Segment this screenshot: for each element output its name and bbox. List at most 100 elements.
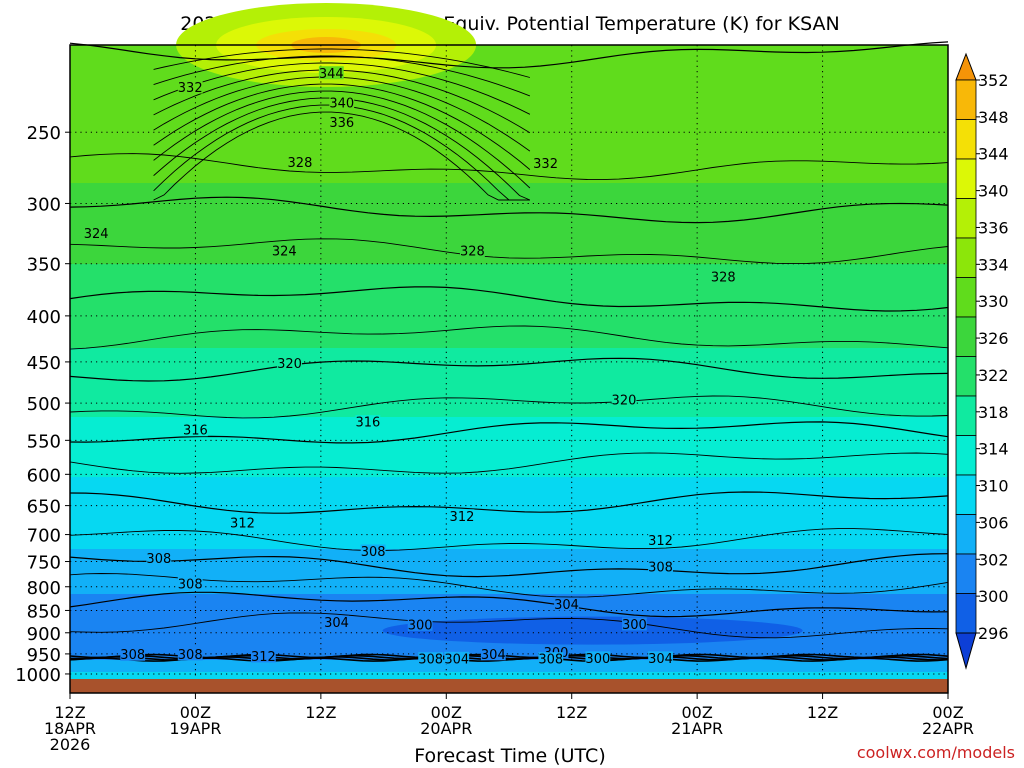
- theta-band: [70, 339, 948, 343]
- theta-band: [70, 354, 948, 358]
- contour-label-text: 320: [612, 393, 637, 408]
- theta-band: [70, 165, 948, 169]
- contour-label-bg: [460, 244, 485, 258]
- contour-label: 308: [538, 652, 563, 668]
- theta-band: [70, 144, 948, 148]
- contour-label-bg: [250, 649, 276, 663]
- contour-label: 304: [481, 647, 506, 663]
- contour-label-text: 340: [329, 97, 354, 112]
- contour-label: 304: [554, 597, 579, 613]
- colorbar-bottom-arrow: [955, 632, 977, 670]
- colorbar-segment: [955, 435, 977, 476]
- theta-band: [70, 663, 948, 667]
- colorbar-label: 340: [978, 182, 1009, 201]
- theta-band: [70, 393, 948, 397]
- theta-band: [70, 210, 948, 214]
- x-tick-label: 00Z: [180, 703, 211, 722]
- contour-label: 304: [648, 651, 673, 667]
- theta-band: [70, 408, 948, 412]
- theta-band: [70, 54, 948, 58]
- contour-328: [69, 196, 949, 224]
- contour-label: 308: [418, 652, 443, 668]
- contour-label-bg: [287, 155, 313, 169]
- colorbar-label: 306: [978, 513, 1009, 532]
- theta-band: [70, 180, 948, 184]
- theta-band: [70, 279, 948, 283]
- colorbar-segment: [955, 474, 977, 515]
- contour-label: 304: [444, 651, 469, 667]
- contour-320: [69, 357, 949, 382]
- theta-band: [70, 447, 948, 451]
- x-tick-label: 00Z: [431, 703, 462, 722]
- theta-band: [70, 546, 948, 550]
- contour-330: [69, 153, 949, 181]
- theta-band: [70, 69, 948, 73]
- theta-band: [70, 414, 948, 418]
- colorbar-label: 334: [978, 255, 1009, 274]
- x-tick-label: 12Z: [305, 703, 336, 722]
- colorbar-label: 296: [978, 624, 1009, 643]
- theta-band: [70, 387, 948, 391]
- credit-text[interactable]: coolwx.com/models: [857, 743, 1015, 762]
- contour-label: 336: [329, 115, 355, 131]
- theta-band: [70, 594, 948, 598]
- contour-label-bg: [585, 651, 611, 665]
- theta-band: [70, 531, 948, 535]
- y-tick-label: 950: [27, 645, 61, 666]
- contour-label-bg: [329, 115, 355, 129]
- theta-band: [70, 105, 948, 109]
- theta-band: [70, 504, 948, 508]
- theta-band: [70, 126, 948, 130]
- upper-contour: [153, 90, 531, 189]
- theta-band: [70, 465, 948, 469]
- theta-band: [70, 480, 948, 484]
- colorbar-label: 302: [978, 550, 1009, 569]
- theta-band: [70, 147, 948, 151]
- theta-band: [70, 228, 948, 232]
- theta-band: [70, 222, 948, 226]
- contour-label-bg: [554, 597, 579, 611]
- contour-label-text: 308: [418, 653, 443, 668]
- theta-band: [70, 120, 948, 124]
- contour-label-text: 324: [272, 245, 297, 260]
- theta-band: [70, 207, 948, 211]
- gridlines: [69, 45, 949, 679]
- contour-label: 324: [272, 244, 297, 260]
- contour-label-bg: [183, 423, 208, 437]
- theta-band: [70, 411, 948, 415]
- theta-band: [70, 276, 948, 280]
- contour-308: [69, 553, 949, 578]
- theta-band: [70, 588, 948, 592]
- contour-label: 312: [648, 533, 673, 549]
- contour-label: 300: [622, 617, 647, 633]
- colorbar-label: 318: [978, 403, 1009, 422]
- x-tick-label: 19APR: [169, 719, 221, 738]
- ground-strip: [70, 679, 948, 693]
- contour-label-bg: [277, 356, 302, 370]
- theta-band: [70, 360, 948, 364]
- contour-label-bg: [177, 647, 203, 661]
- y-tick-label: 650: [27, 497, 61, 518]
- contour-label-text: 312: [230, 517, 255, 532]
- contour-label-bg: [648, 560, 673, 574]
- contour-label: 332: [178, 80, 203, 96]
- theta-band: [70, 669, 948, 673]
- theta-band: [70, 153, 948, 157]
- contour-304: [69, 591, 949, 618]
- theta-band: [70, 417, 948, 421]
- theta-band: [70, 156, 948, 160]
- theta-band: [70, 351, 948, 355]
- theta-band: [70, 111, 948, 115]
- contour-label: 308: [648, 560, 673, 576]
- contour-label-text: 304: [444, 652, 469, 667]
- contour-302: [69, 612, 949, 639]
- theta-band: [70, 432, 948, 436]
- colorbar-segment: [955, 119, 977, 160]
- contour-label-bg: [648, 651, 673, 665]
- contour-label-text: 300: [408, 618, 433, 633]
- theta-band: [70, 333, 948, 337]
- theta-band: [70, 225, 948, 229]
- theta-band: [70, 345, 948, 349]
- contour-label-text: 332: [178, 81, 203, 96]
- theta-band: [70, 372, 948, 376]
